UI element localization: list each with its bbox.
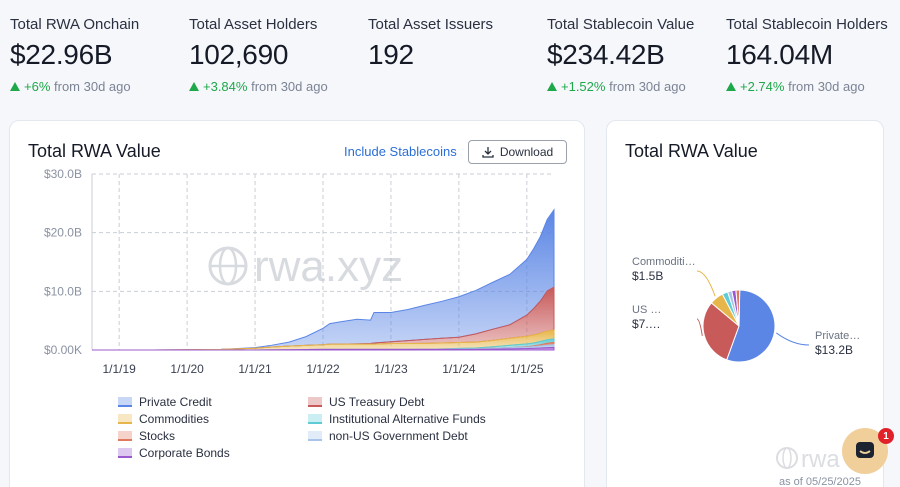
legend-swatch — [308, 397, 322, 407]
x-tick-label: 1/1/22 — [306, 362, 340, 376]
stat-label: Total RWA Onchain — [10, 16, 140, 33]
stat-stablecoin-value: Total Stablecoin Value $234.42B +1.52% f… — [547, 16, 694, 94]
breakdown-title: Total RWA Value — [625, 141, 758, 161]
rwa-value-chart-card: Total RWA Value Include Stablecoins Down… — [9, 120, 585, 487]
legend-item[interactable]: US Treasury Debt — [308, 395, 424, 409]
legend-label: Corporate Bonds — [139, 446, 230, 460]
area-series-corporate-bonds — [92, 346, 555, 351]
legend-label: Stocks — [139, 429, 176, 443]
chat-icon — [856, 442, 874, 458]
stat-asset-issuers: Total Asset Issuers 192 — [368, 16, 493, 71]
stat-change: +6% from 30d ago — [10, 79, 139, 94]
legend-swatch — [308, 431, 322, 441]
chart-grid — [91, 173, 554, 351]
stat-label: Total Stablecoin Holders — [726, 16, 888, 33]
download-label: Download — [499, 145, 554, 159]
x-tick-label: 1/1/20 — [170, 362, 204, 376]
pie-leader-line — [776, 332, 810, 346]
pie-chart: Private…$13.2B US …$7.… Commoditi…$1.5B rwa — [632, 256, 860, 473]
pie-label-name: Private… — [815, 330, 860, 342]
rwa-watermark: rwa.xyz — [208, 242, 403, 291]
y-tick-label: $20.0B — [44, 226, 82, 240]
legend-item[interactable]: non-US Government Debt — [308, 429, 468, 443]
stat-label: Total Stablecoin Value — [547, 16, 695, 33]
legend-item[interactable]: Institutional Alternative Funds — [308, 412, 486, 426]
legend-swatch — [118, 414, 132, 424]
stat-change: +3.84% from 30d ago — [189, 79, 328, 94]
legend-label: Institutional Alternative Funds — [329, 412, 486, 426]
stat-change-suffix: from 30d ago — [251, 79, 328, 94]
pie-label-value: $1.5B — [632, 269, 663, 283]
watermark-text: rwa.xyz — [254, 242, 403, 291]
x-tick-label: 1/1/24 — [442, 362, 476, 376]
globe-icon — [776, 447, 798, 469]
legend-label: non-US Government Debt — [329, 429, 468, 443]
stat-change-value: +2.74% — [740, 79, 785, 94]
stat-change: +2.74% from 30d ago — [726, 79, 888, 94]
legend-swatch — [118, 431, 132, 441]
stacked-area-chart: rwa.xyz $30.0B $20.0B $10.0B $0.00K 1/1/19 1/1… — [44, 167, 555, 376]
stat-value: $22.96B — [10, 39, 113, 70]
y-tick-label: $10.0B — [44, 284, 82, 298]
stat-change: +1.52% from 30d ago — [547, 79, 694, 94]
stat-change-suffix: from 30d ago — [788, 79, 865, 94]
x-tick-label: 1/1/23 — [374, 362, 408, 376]
legend-swatch — [118, 448, 132, 458]
globe-meridian — [782, 447, 792, 469]
legend-item[interactable]: Stocks — [118, 429, 175, 443]
legend-label: US Treasury Debt — [329, 395, 425, 409]
stats-bar: Total RWA Onchain $22.96B +6% from 30d a… — [0, 0, 900, 110]
arrow-up-icon — [10, 82, 20, 91]
pie-label-name: Commoditi… — [632, 256, 696, 268]
pie-label-name: US … — [632, 304, 661, 316]
stat-total-rwa: Total RWA Onchain $22.96B +6% from 30d a… — [10, 16, 139, 94]
download-button[interactable]: Download — [468, 140, 567, 164]
chart-title: Total RWA Value — [28, 141, 161, 161]
watermark-text: rwa — [801, 446, 840, 473]
rwa-watermark-small: rwa — [776, 446, 840, 473]
stat-label: Total Asset Holders — [189, 16, 318, 33]
legend-swatch — [118, 397, 132, 407]
pie-slice-us-treasury-debt — [702, 302, 740, 361]
legend-label: Private Credit — [139, 395, 212, 409]
y-tick-label: $30.0B — [44, 167, 82, 181]
y-tick-label: $0.00K — [44, 343, 82, 357]
stat-change-value: +6% — [24, 79, 51, 94]
rwa-breakdown-card: Total RWA Value Private… $13.2B US … $7.… Co… — [606, 120, 884, 487]
stat-value: 164.04M — [726, 39, 833, 70]
legend-item[interactable]: Corporate Bonds — [118, 446, 230, 460]
stat-change-value: +1.52% — [561, 79, 606, 94]
as-of-date: as of 05/25/2025 — [779, 476, 861, 487]
x-tick-label: 1/1/25 — [510, 362, 544, 376]
arrow-up-icon — [189, 82, 199, 91]
stat-value: $234.42B — [547, 39, 665, 70]
arrow-up-icon — [547, 82, 557, 91]
arrow-up-icon — [726, 82, 736, 91]
pie-leader-line — [696, 270, 716, 297]
notification-badge: 1 — [878, 428, 894, 444]
stat-asset-holders: Total Asset Holders 102,690 +3.84% from … — [189, 16, 328, 94]
stat-value: 102,690 — [189, 39, 289, 70]
pie-label-value: $13.2B — [815, 343, 853, 357]
pie-slice-private-credit — [726, 289, 776, 363]
include-stablecoins-link[interactable]: Include Stablecoins — [344, 144, 457, 159]
stat-change-suffix: from 30d ago — [609, 79, 686, 94]
legend-label: Commodities — [139, 412, 210, 426]
legend-item[interactable]: Private Credit — [118, 395, 212, 409]
stat-label: Total Asset Issuers — [368, 16, 494, 33]
download-icon — [482, 147, 494, 158]
pie-leader-line — [696, 318, 703, 336]
stat-stablecoin-holders: Total Stablecoin Holders 164.04M +2.74% … — [726, 16, 888, 94]
legend-swatch — [308, 414, 322, 424]
x-tick-label: 1/1/19 — [102, 362, 136, 376]
legend-item[interactable]: Commodities — [118, 412, 209, 426]
pie-slice-stocks — [735, 289, 741, 327]
stat-change-suffix: from 30d ago — [54, 79, 131, 94]
x-tick-label: 1/1/21 — [238, 362, 272, 376]
pie-label-value: $7.… — [632, 317, 661, 331]
stat-value: 192 — [368, 39, 414, 70]
stat-change-value: +3.84% — [203, 79, 248, 94]
